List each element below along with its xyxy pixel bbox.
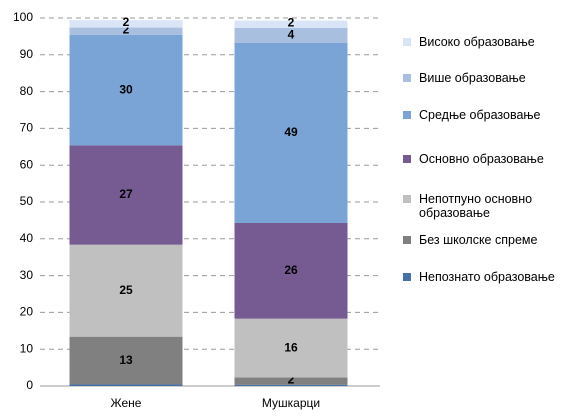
legend-swatch (403, 236, 411, 244)
bar-segment (234, 20, 348, 28)
bar-segment (69, 145, 183, 245)
legend-item: Високо образовање (403, 35, 583, 49)
data-label: 49 (284, 125, 298, 139)
data-label: 4 (288, 27, 295, 41)
legend-label: Високо образовање (419, 35, 535, 49)
legend-swatch (403, 111, 411, 119)
bar-segment (69, 34, 183, 146)
legend-label: Без школске спреме (419, 233, 538, 247)
data-label: 2 (288, 372, 295, 386)
legend-swatch (403, 74, 411, 82)
x-tick-label: Мушкарци (262, 396, 320, 410)
y-tick-label: 40 (20, 231, 34, 245)
y-tick-label: 20 (20, 305, 34, 319)
data-label: 25 (119, 283, 133, 297)
legend-item: Средње образовање (403, 108, 583, 122)
data-label: 2 (288, 15, 295, 29)
y-tick-label: 50 (20, 194, 34, 208)
legend-swatch (403, 273, 411, 281)
data-label: 16 (284, 340, 298, 354)
bar-segment (69, 384, 183, 386)
bar-segment (234, 318, 348, 378)
y-tick-label: 100 (13, 10, 33, 24)
x-tick-label: Жене (111, 396, 142, 410)
y-tick-label: 70 (20, 121, 34, 135)
bar-segment (69, 27, 183, 35)
data-label: 13 (119, 353, 133, 367)
legend-label: Више образовање (419, 71, 526, 85)
legend-label: Основно образовање (419, 152, 544, 166)
legend-label: Средње образовање (419, 108, 541, 122)
y-tick-label: 30 (20, 268, 34, 282)
legend-swatch (403, 195, 411, 203)
y-tick-label: 0 (26, 378, 33, 392)
bar-segment (69, 336, 183, 385)
legend-item: Непотпуно основно образовање (403, 192, 583, 220)
data-label: 30 (119, 82, 133, 96)
bar-segment (234, 222, 348, 319)
legend-label: Непотпуно основно образовање (419, 192, 533, 220)
y-tick-label: 80 (20, 84, 34, 98)
legend-swatch (403, 38, 411, 46)
y-tick-label: 10 (20, 341, 34, 355)
legend-swatch (403, 155, 411, 163)
bar-segment (234, 27, 348, 43)
data-label: 26 (284, 263, 298, 277)
legend-label: Непознато образовање (419, 270, 555, 284)
legend-item: Више образовање (403, 71, 583, 85)
legend-item: Без школске спреме (403, 233, 583, 247)
bar-segment (234, 377, 348, 385)
bar-segment (234, 384, 348, 386)
bar-segment (69, 244, 183, 337)
data-label: 2 (123, 15, 130, 29)
data-label: 2 (123, 22, 130, 36)
legend-item: Основно образовање (403, 152, 583, 166)
y-tick-label: 60 (20, 157, 34, 171)
y-tick-label: 90 (20, 47, 34, 61)
legend-item: Непознато образовање (403, 270, 583, 284)
bar-segment (69, 20, 183, 28)
data-label: 27 (119, 187, 133, 201)
bar-segment (234, 42, 348, 223)
